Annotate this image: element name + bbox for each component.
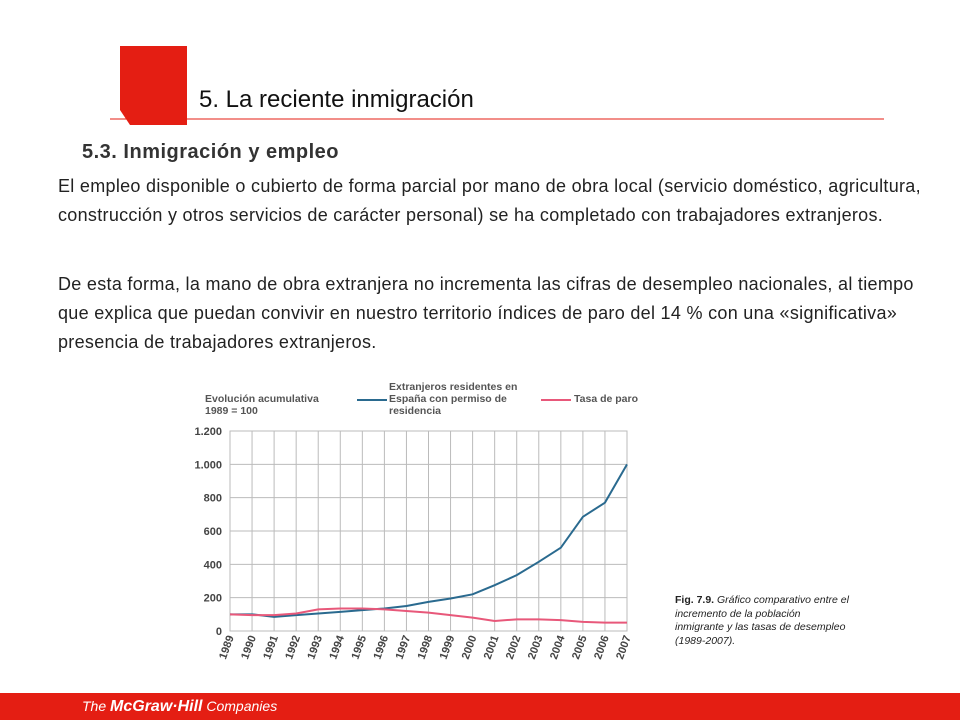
x-tick-label: 1994 xyxy=(327,633,347,661)
x-tick-label: 2003 xyxy=(526,634,546,661)
x-tick-label: 1996 xyxy=(372,634,392,661)
y-axis-label: Evolución acumulativa xyxy=(205,393,319,405)
y-tick-label: 1.000 xyxy=(194,459,222,471)
x-tick-label: 1990 xyxy=(239,634,259,661)
x-tick-label: 1997 xyxy=(394,634,414,661)
x-tick-label: 2004 xyxy=(548,633,568,661)
x-tick-label: 1992 xyxy=(283,634,303,661)
x-tick-label: 1999 xyxy=(438,634,458,661)
slide-title: 5. La reciente inmigración xyxy=(199,86,474,113)
section-title: 5.3. Inmigración y empleo xyxy=(82,141,340,163)
caption-text: Gráfico comparativo entre el incremento … xyxy=(675,594,849,647)
x-tick-label: 1995 xyxy=(350,634,370,661)
y-tick-label: 600 xyxy=(204,526,222,538)
y-tick-label: 400 xyxy=(204,559,222,571)
x-tick-label: 1993 xyxy=(305,634,325,661)
x-tick-label: 2002 xyxy=(504,634,524,661)
footer: The McGraw·Hill Companies xyxy=(0,693,960,720)
x-tick-label: 2007 xyxy=(614,634,634,661)
x-tick-label: 2000 xyxy=(460,634,480,661)
logo: The McGraw·Hill Companies xyxy=(82,698,277,716)
logo-companies: Companies xyxy=(206,698,278,714)
y-axis-label: 1989 = 100 xyxy=(205,405,258,417)
y-tick-label: 0 xyxy=(216,626,222,638)
legend-label: Tasa de paro xyxy=(574,393,638,405)
y-tick-label: 1.200 xyxy=(194,426,222,438)
logo-the: The xyxy=(82,698,107,714)
paragraph: El empleo disponible o cubierto de forma… xyxy=(58,176,921,225)
paragraph: De esta forma, la mano de obra extranjer… xyxy=(58,274,914,352)
legend-label: Extranjeros residentes en España con per… xyxy=(389,381,518,417)
x-tick-label: 1991 xyxy=(261,634,281,661)
x-tick-label: 1998 xyxy=(416,634,436,661)
series-line xyxy=(229,607,627,624)
logo-brand: McGraw·Hill xyxy=(110,698,203,715)
x-tick-label: 2001 xyxy=(482,634,502,661)
y-tick-label: 200 xyxy=(204,593,222,605)
caption: Fig. 7.9. Gráfico comparativo entre el i… xyxy=(675,594,850,648)
y-tick-label: 800 xyxy=(204,493,222,505)
x-tick-label: 2006 xyxy=(592,634,612,661)
caption-label: Fig. 7.9. xyxy=(675,594,715,606)
header-block xyxy=(120,46,187,125)
x-tick-label: 2005 xyxy=(570,634,590,661)
series-line xyxy=(230,463,628,618)
